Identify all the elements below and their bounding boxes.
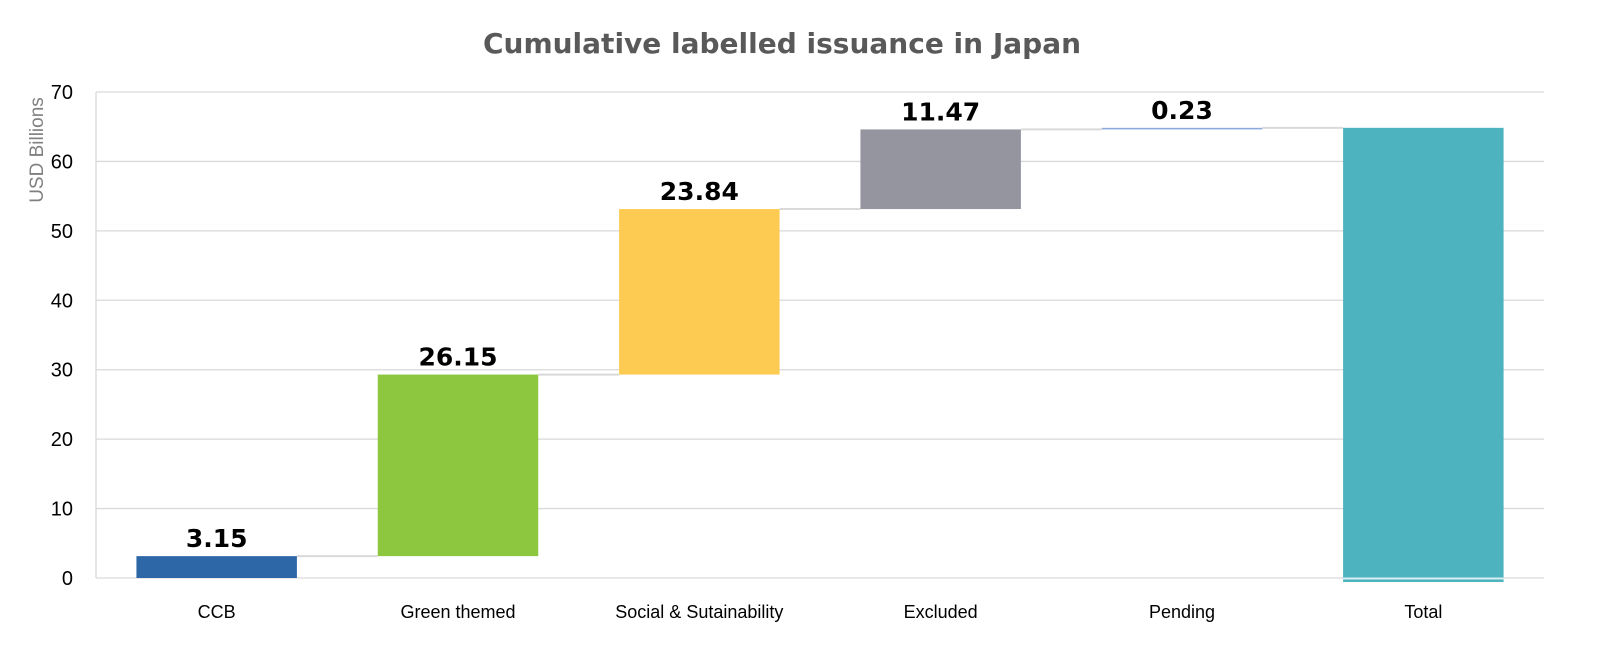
x-tick-label: Social & Sutainability [615, 602, 783, 622]
chart-title: Cumulative labelled issuance in Japan [483, 27, 1081, 60]
bar-5 [1343, 127, 1504, 583]
bar-2 [619, 209, 780, 375]
y-tick-label: 10 [51, 499, 73, 521]
y-tick-label: 20 [51, 429, 73, 451]
x-axis-ticks: CCB Green themed Social & Sutainability Exc… [198, 602, 1443, 622]
data-label: 0.23 [1151, 96, 1213, 125]
data-label: 3.15 [186, 524, 248, 553]
y-tick-label: 0 [62, 568, 73, 590]
data-labels: 3.15 26.15 23.84 11.47 0.23 [186, 96, 1213, 553]
bar-1 [377, 374, 539, 557]
bar-0 [136, 556, 297, 578]
data-label: 23.84 [660, 177, 739, 206]
x-tick-label: Total [1404, 602, 1442, 622]
x-tick-label: CCB [198, 602, 236, 622]
bar-4 [1101, 127, 1263, 130]
y-tick-label: 30 [51, 360, 73, 382]
grid-lines [95, 91, 1544, 579]
y-tick-label: 40 [51, 290, 73, 312]
y-tick-label: 60 [51, 151, 73, 173]
data-label: 11.47 [901, 97, 980, 126]
connector-lines [296, 126, 1344, 558]
bars [136, 127, 1504, 583]
bar-3 [860, 129, 1021, 210]
y-tick-label: 50 [51, 221, 73, 243]
x-tick-label: Pending [1149, 602, 1215, 622]
data-label: 26.15 [418, 343, 497, 372]
y-tick-label: 70 [51, 82, 73, 104]
x-tick-label: Excluded [904, 602, 978, 622]
x-tick-label: Green themed [400, 602, 515, 622]
y-axis-label: USD Billions [27, 97, 48, 203]
y-axis-ticks: 0 10 20 30 40 50 60 70 [51, 82, 73, 590]
